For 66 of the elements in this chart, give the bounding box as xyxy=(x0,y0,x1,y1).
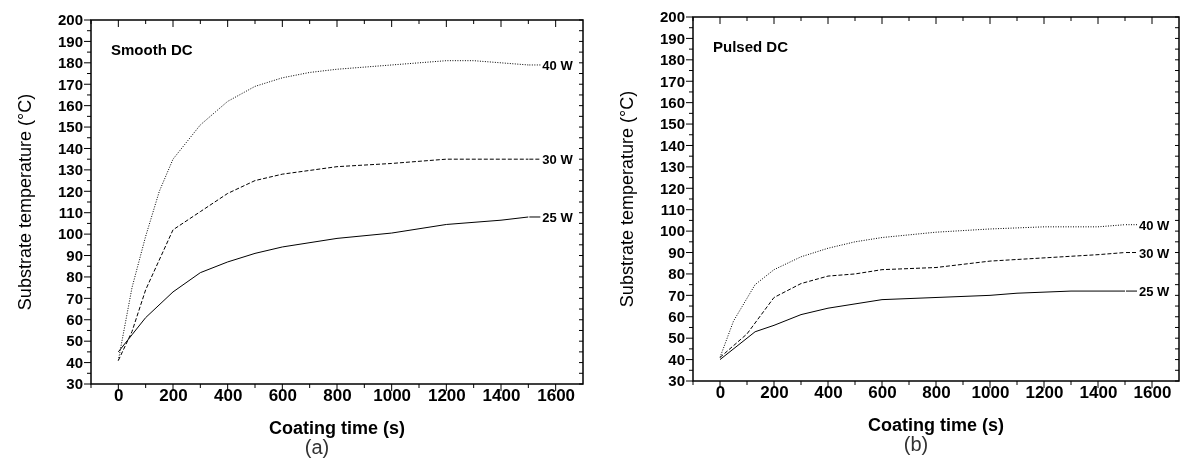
y-tick-label: 130 xyxy=(57,161,83,179)
x-tick-label: 400 xyxy=(213,386,243,405)
x-tick-label: 400 xyxy=(814,383,843,402)
y-axis-title: Substrate temperature (°C) xyxy=(15,93,35,311)
y-tick-label: 200 xyxy=(659,8,685,26)
y-tick-label: 170 xyxy=(659,72,685,90)
y-tick-label: 170 xyxy=(57,75,83,93)
y-tick-label: 30 xyxy=(66,375,83,393)
y-tick-label: 80 xyxy=(668,265,685,283)
x-tick-label: 1000 xyxy=(971,383,1010,402)
y-tick-label: 90 xyxy=(668,243,685,261)
y-tick-label: 110 xyxy=(58,204,83,222)
legend-label: 25 W xyxy=(542,209,574,225)
y-tick-label: 30 xyxy=(668,372,685,390)
y-tick-label: 120 xyxy=(57,182,83,200)
legend-label: 25 W xyxy=(1139,284,1171,300)
legend-label: 30 W xyxy=(1139,245,1171,261)
y-tick-label: 130 xyxy=(659,158,685,176)
x-tick-label: 200 xyxy=(159,386,188,405)
y-tick-label: 70 xyxy=(668,286,685,304)
y-tick-label: 200 xyxy=(57,11,83,29)
y-tick-label: 160 xyxy=(659,93,685,111)
x-tick-label: 0 xyxy=(114,386,124,405)
y-tick-label: 40 xyxy=(668,350,685,368)
y-tick-label: 70 xyxy=(66,289,83,307)
legend-label: 40 W xyxy=(1139,217,1171,233)
x-tick-label: 200 xyxy=(760,383,789,402)
y-tick-label: 110 xyxy=(660,201,685,219)
x-tick-label: 1200 xyxy=(427,386,466,405)
y-tick-label: 190 xyxy=(659,29,685,47)
y-tick-label: 150 xyxy=(57,118,83,136)
y-tick-label: 100 xyxy=(659,222,685,240)
x-axis-title: Coating time (s) xyxy=(867,415,1005,435)
y-tick-label: 120 xyxy=(659,179,685,197)
text: Pulsed DC xyxy=(713,38,789,55)
x-tick-label: 600 xyxy=(868,383,897,402)
y-tick-label: 40 xyxy=(66,353,83,371)
x-tick-label: 600 xyxy=(268,386,298,405)
legend-label: 30 W xyxy=(542,152,574,168)
y-tick-label: 50 xyxy=(668,329,685,347)
y-tick-label: 100 xyxy=(57,225,83,243)
legend-label: 40 W xyxy=(542,57,574,73)
x-tick-label: 800 xyxy=(323,386,352,405)
y-tick-label: 150 xyxy=(659,115,685,133)
x-tick-label: 1400 xyxy=(482,386,521,405)
y-tick-label: 180 xyxy=(57,54,83,72)
y-tick-label: 90 xyxy=(66,246,83,264)
y-axis-title: Substrate temperature (°C) xyxy=(617,90,637,308)
x-tick-label: 1200 xyxy=(1025,383,1064,402)
x-tick-label: 800 xyxy=(922,383,951,402)
y-tick-label: 50 xyxy=(66,332,83,350)
y-tick-label: 190 xyxy=(57,32,83,50)
x-axis-title: Coating time (s) xyxy=(268,418,406,438)
y-tick-label: 80 xyxy=(66,268,83,286)
x-tick-label: 1600 xyxy=(1133,383,1172,402)
text: Smooth DC xyxy=(111,41,193,58)
y-tick-label: 160 xyxy=(57,96,83,114)
x-tick-label: 1400 xyxy=(1079,383,1118,402)
y-tick-label: 140 xyxy=(57,139,83,157)
x-tick-label: 0 xyxy=(715,383,726,402)
y-tick-label: 60 xyxy=(66,311,83,329)
y-tick-label: 60 xyxy=(668,308,685,326)
y-tick-label: 180 xyxy=(659,51,685,69)
x-tick-label: 1600 xyxy=(537,386,576,405)
y-tick-label: 140 xyxy=(659,136,685,154)
x-tick-label: 1000 xyxy=(373,386,412,405)
